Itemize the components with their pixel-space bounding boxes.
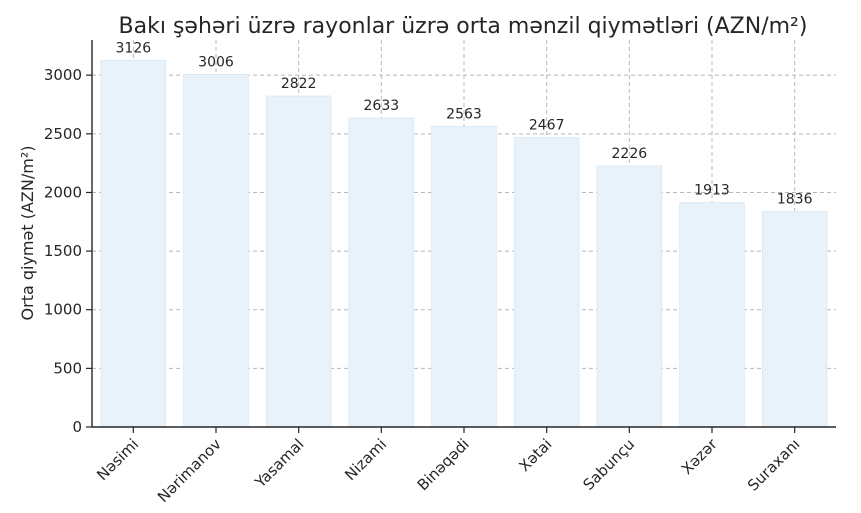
y-tick-label: 3000 [44, 66, 82, 84]
axes [86, 40, 836, 433]
y-tick-label: 1500 [44, 242, 82, 260]
y-tick-label: 2500 [44, 125, 82, 143]
bar [348, 117, 415, 428]
bar-value-label: 1836 [777, 192, 813, 208]
x-tick-label: Nərimanov [154, 435, 225, 506]
y-tick-label: 1000 [44, 301, 82, 319]
x-tick-label: Sabunçu [579, 435, 638, 494]
x-tick-label: Xəzər [678, 435, 722, 479]
value-labels: 3126 3006 2822 2633 2563 2467 2226 1913 1836 [116, 40, 813, 207]
bar [596, 165, 663, 428]
bar [100, 59, 167, 428]
bar-value-label: 2467 [529, 118, 565, 134]
bar-value-label: 2563 [446, 106, 482, 122]
bar [679, 202, 745, 428]
x-tick-label: Xətai [515, 435, 555, 475]
chart-title: Bakı şəhəri üzrə rayonlar üzrə orta mənz… [119, 14, 808, 39]
bar [265, 95, 332, 428]
y-tick-label: 500 [53, 359, 82, 377]
x-tick-label: Nizami [341, 435, 390, 484]
x-tick-label: Yasamal [251, 435, 308, 492]
x-tick-label: Suraxanı [744, 435, 803, 494]
bar [761, 211, 828, 428]
x-tick-label: Binəqədi [414, 435, 473, 494]
bar [513, 137, 580, 428]
bar-value-label: 2822 [281, 76, 317, 92]
y-axis-label: Orta qiymət (AZN/m²) [18, 146, 37, 321]
bars [100, 59, 828, 428]
bar [431, 125, 497, 428]
x-tick-label: Nəsimi [93, 435, 142, 484]
bar-value-label: 1913 [694, 183, 730, 199]
bar-value-label: 2633 [364, 98, 400, 114]
bar [183, 73, 249, 428]
y-tick-label: 2000 [44, 183, 82, 201]
bar-value-label: 3126 [116, 40, 152, 56]
bar-value-label: 2226 [612, 146, 648, 162]
bar-value-label: 3006 [198, 54, 234, 70]
y-tick-label: 0 [72, 418, 82, 436]
